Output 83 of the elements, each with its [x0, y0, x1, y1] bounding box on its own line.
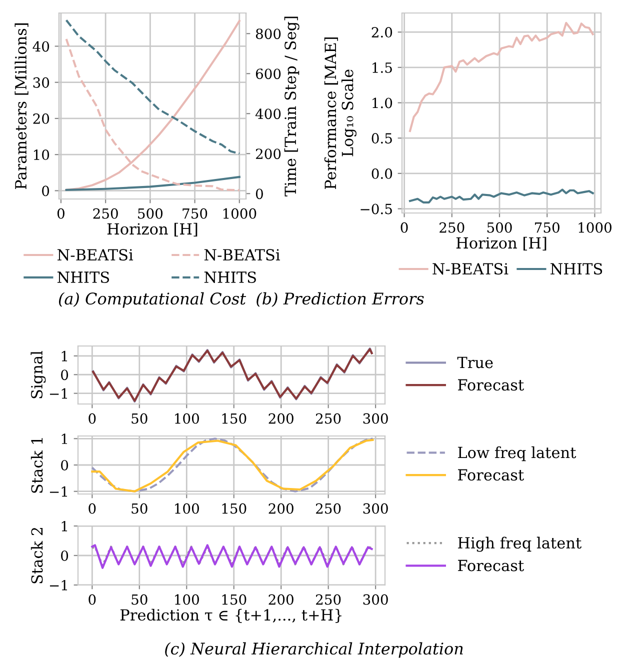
legend-label: N-BEATSi — [432, 263, 508, 275]
x-tick-label: 100 — [175, 503, 199, 514]
y-axis-title: Stack 1 — [30, 438, 43, 493]
y-tick-label: 10 — [34, 150, 50, 160]
y-tick-label: 1 — [62, 520, 67, 532]
x-tick-label: 250 — [440, 222, 464, 233]
line-series — [65, 19, 240, 155]
x-tick-label: 50 — [132, 594, 148, 605]
legend-label: NHITS — [58, 271, 110, 283]
y-tick-label: 0 — [61, 550, 68, 561]
x-axis-title: Horizon [H] — [107, 222, 198, 236]
y-axis-title: Parameters [Millions] — [14, 23, 28, 190]
y-tick-label: 2.0 — [372, 27, 392, 38]
y-tick-label: 40 — [32, 41, 50, 52]
y-tick-label: −1 — [50, 486, 67, 497]
x-tick-label: 150 — [222, 594, 246, 605]
x-tick-label: 150 — [222, 413, 246, 424]
line-series — [65, 176, 240, 192]
y-axis-title: Signal — [30, 350, 46, 398]
legend-label: Forecast — [458, 560, 524, 572]
x-tick-label: 300 — [363, 594, 388, 605]
y-tick-label: 0.0 — [372, 168, 392, 179]
x-tick-label: 300 — [363, 413, 388, 424]
x-tick-label: 0 — [88, 503, 96, 514]
y-tick-label: −0.5 — [360, 204, 392, 214]
y-tick-label: 1.5 — [372, 62, 392, 73]
x-tick-label: 250 — [316, 503, 341, 514]
y-tick-label: 1 — [62, 350, 67, 362]
x-axis-title: Horizon [H] — [456, 236, 546, 250]
y-tick-label: −1 — [50, 388, 67, 399]
x-tick-label: 200 — [268, 594, 294, 605]
legend-label: Forecast — [458, 469, 524, 481]
x-tick-label: 300 — [363, 503, 388, 514]
y2-axis-title: Time [Train Step / Seg] — [284, 16, 300, 196]
y2-tick-label: 0 — [256, 188, 263, 200]
x-tick-label: 100 — [175, 594, 199, 605]
x-axis-title: Prediction τ ∈ {t+1,..., t+H} — [120, 608, 342, 623]
y-tick-label: 0 — [61, 460, 68, 470]
x-tick-label: 100 — [175, 413, 199, 424]
y-tick-label: 0 — [61, 370, 68, 380]
legend-label: N-BEATSi — [58, 249, 134, 261]
x-tick-label: 500 — [138, 208, 163, 219]
x-tick-label: 250 — [316, 594, 341, 605]
x-tick-label: 500 — [487, 222, 512, 233]
y-tick-label: 0 — [42, 186, 50, 196]
x-tick-label: 50 — [132, 413, 148, 424]
x-tick-label: 150 — [222, 503, 246, 514]
y-axis-title: Performance [MAE] Log₁₀ Scale — [324, 37, 356, 190]
y2-tick-label: 800 — [256, 28, 281, 40]
x-tick-label: 750 — [535, 222, 560, 233]
x-tick-label: 250 — [93, 208, 118, 219]
line-series — [408, 22, 594, 132]
legend-label: N-BEATSi — [204, 249, 280, 261]
legend-label: High freq latent — [458, 536, 582, 552]
x-tick-label: 0 — [400, 222, 408, 233]
line-series — [408, 188, 594, 204]
y-tick-label: 30 — [33, 77, 50, 88]
y-tick-label: 20 — [33, 113, 50, 124]
text: (c) Neural Hierarchical Interpolation — [165, 642, 463, 658]
text: (a) Computational Cost — [58, 292, 246, 308]
text: (b) Prediction Errors — [256, 292, 424, 307]
y-tick-label: −1 — [50, 580, 67, 590]
x-tick-label: 200 — [268, 503, 294, 514]
y-axis-title: Stack 2 — [30, 528, 43, 584]
x-tick-label: 250 — [316, 413, 341, 424]
x-tick-label: 0 — [88, 413, 96, 424]
text: Low freq latent — [458, 446, 576, 462]
x-tick-label: 50 — [132, 503, 148, 514]
x-tick-label: 750 — [182, 208, 208, 219]
y-tick-label: 1 — [62, 434, 67, 444]
x-tick-label: 1000 — [223, 208, 256, 219]
y2-tick-label: 600 — [256, 68, 281, 80]
legend-label: NHITS — [550, 263, 602, 275]
x-tick-label: 1000 — [578, 222, 612, 233]
legend-label: NHITS — [204, 271, 256, 283]
y2-tick-label: 400 — [255, 108, 281, 120]
legend-label: Forecast — [458, 379, 524, 391]
x-tick-label: 200 — [268, 413, 294, 424]
x-tick-label: 0 — [88, 594, 96, 605]
y-tick-label: 1.0 — [372, 98, 392, 108]
y2-tick-label: 200 — [256, 148, 281, 160]
legend-label: True — [457, 356, 493, 368]
y-tick-label: 0.5 — [372, 133, 392, 144]
